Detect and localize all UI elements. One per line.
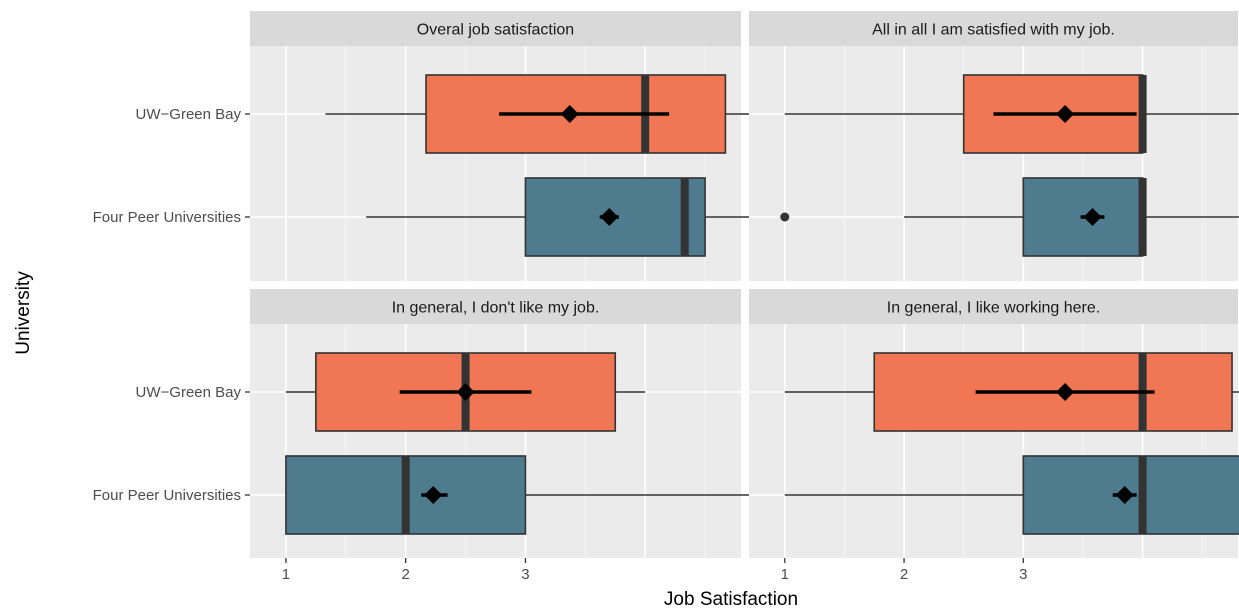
y-axis-title: University	[13, 271, 34, 355]
facet-panels: Overal job satisfaction UW−Green Bay Four …	[93, 11, 1239, 583]
y-tick-label: UW−Green Bay	[136, 106, 242, 123]
x-tick-label: 1	[282, 566, 290, 583]
facet-title: Overal job satisfaction	[417, 22, 574, 39]
boxplot-group	[784, 455, 1239, 535]
x-tick-label: 2	[900, 566, 908, 583]
y-tick-label: Four Peer Universities	[93, 487, 241, 504]
facet-strip	[250, 289, 741, 324]
facet-title: All in all I am satisfied with my job.	[872, 22, 1115, 39]
facet-panel: All in all I am satisfied with my job.	[749, 11, 1239, 281]
boxplot-group	[784, 74, 1239, 154]
mean-marker	[600, 208, 619, 226]
y-tick-label: UW−Green Bay	[136, 384, 242, 401]
mean-marker	[456, 383, 475, 401]
mean-marker	[1083, 208, 1102, 226]
mean-marker	[1056, 105, 1075, 123]
facet-panel: In general, I don't like my job. UW−Green…	[93, 289, 765, 583]
outlier-point	[780, 212, 790, 222]
facet-strip	[250, 11, 741, 46]
facet-panel: In general, I like working here. 1 2 3	[749, 289, 1239, 583]
facet-panel: Overal job satisfaction UW−Green Bay Four …	[93, 11, 765, 281]
x-tick-label: 3	[1019, 566, 1027, 583]
facet-title: In general, I don't like my job.	[392, 300, 600, 317]
facet-strip	[749, 289, 1238, 324]
y-tick-label: Four Peer Universities	[93, 209, 241, 226]
mean-marker	[1115, 486, 1134, 504]
mean-marker	[560, 105, 579, 123]
mean-marker	[424, 486, 443, 504]
boxplot-group	[784, 352, 1239, 432]
x-axis-title: Job Satisfaction	[664, 589, 798, 610]
x-tick-label: 2	[402, 566, 410, 583]
facet-strip	[749, 11, 1238, 46]
mean-marker	[1056, 383, 1075, 401]
boxplot-group	[325, 74, 765, 154]
x-tick-label: 3	[521, 566, 529, 583]
boxplot-group	[780, 177, 1239, 257]
facet-title: In general, I like working here.	[887, 300, 1100, 317]
boxplot-group	[285, 352, 646, 432]
boxplot-group	[366, 177, 765, 257]
boxplot-group	[285, 455, 765, 535]
x-tick-label: 1	[781, 566, 789, 583]
